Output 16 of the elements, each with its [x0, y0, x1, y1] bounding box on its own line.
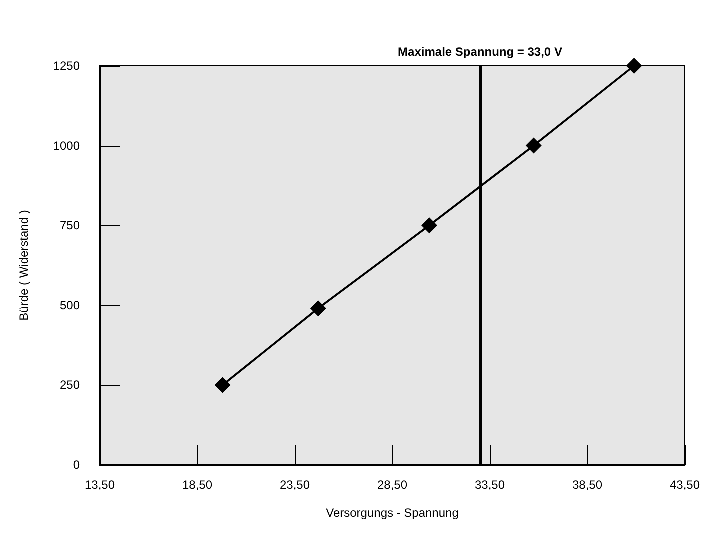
y-tick-label: 250 — [60, 378, 80, 392]
y-tick-label: 0 — [73, 458, 80, 472]
x-tick-label: 18,50 — [182, 478, 213, 492]
y-tick-label: 1000 — [53, 138, 80, 153]
x-tick-label: 43,50 — [670, 478, 700, 492]
x-tick-label: 13,50 — [84, 478, 116, 492]
y-tick-label: 1250 — [53, 59, 80, 73]
x-tick-label: 28,50 — [377, 478, 408, 492]
y-tick-label: 500 — [60, 298, 80, 312]
x-axis-title: Versorgungs - Spannung — [326, 506, 459, 520]
y-axis-title: Bürde ( Widerstand ) — [17, 210, 31, 321]
x-tick-label: 23,50 — [280, 478, 310, 492]
x-tick-label: 38,50 — [572, 478, 603, 492]
x-tick-label: 33,50 — [474, 478, 506, 492]
ref-line-label: Maximale Spannung = 33,0 V — [398, 45, 562, 59]
y-tick-label: 750 — [60, 218, 80, 233]
